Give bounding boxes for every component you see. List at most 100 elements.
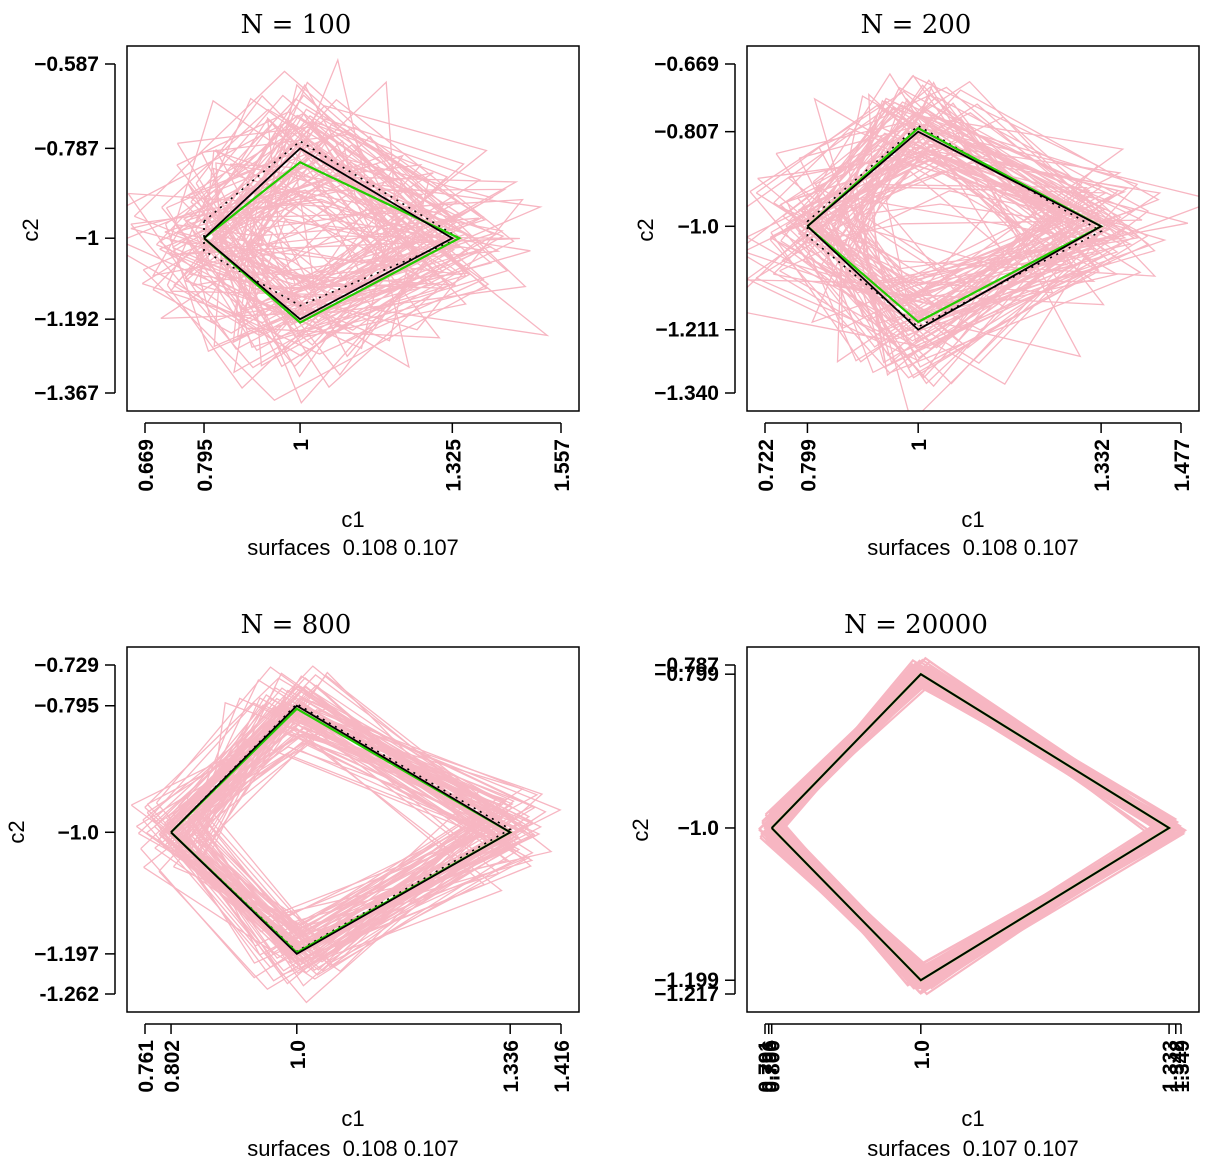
simulated-boundaries — [82, 60, 547, 403]
boundary-marks — [772, 674, 1169, 980]
y-tick-label: −0.787 — [34, 137, 99, 160]
x-tick-label: 1.336 — [500, 1040, 523, 1093]
surfaces-caption: surfaces 0.108 0.107 — [867, 535, 1079, 560]
simulated-boundary — [781, 676, 1170, 973]
x-tick-label: 0.800 — [762, 1040, 785, 1093]
simulated-boundary — [759, 670, 1167, 983]
y-axis: −1.367 −1.192 −1 −0.787 −0.587 — [34, 53, 115, 405]
simulated-boundary — [767, 671, 1166, 968]
x-axis-title: c1 — [341, 1106, 364, 1131]
panel-title: N = 100 — [241, 10, 352, 40]
x-tick-label: 1.557 — [551, 439, 574, 492]
x-tick-label: 1.477 — [1171, 439, 1194, 492]
simulated-boundary — [776, 676, 1170, 978]
simulated-boundary — [767, 676, 1173, 972]
y-axis-title: c2 — [4, 820, 29, 843]
x-tick-label: 1.0 — [911, 1040, 934, 1069]
simulated-boundary — [776, 671, 1155, 973]
x-axis-title: c1 — [341, 507, 364, 532]
x-tick-label: 0.669 — [135, 439, 158, 492]
surfaces-caption: surfaces 0.108 0.107 — [247, 1136, 459, 1161]
simulated-boundary — [775, 687, 1171, 978]
y-tick-label: −1.340 — [654, 382, 719, 405]
panel-n-20000: N = 20000 −1.217−1.199 −1.0 −0.799−0.787 0… — [628, 610, 1199, 1161]
x-tick-label: 1.416 — [551, 1040, 574, 1093]
x-tick-label: 0.722 — [755, 439, 778, 492]
simulated-boundary — [765, 674, 1167, 973]
y-tick-label: −0.807 — [654, 121, 719, 144]
panel-title: N = 800 — [241, 610, 352, 640]
simulated-boundary — [766, 678, 1163, 982]
simulated-boundary — [771, 671, 1167, 978]
y-tick-label: −1.211 — [655, 319, 719, 342]
x-axis-title: c1 — [961, 507, 984, 532]
y-tick-label: −0.729 — [34, 654, 99, 677]
x-axis: 0.722 0.799 1 1.332 1.477 — [755, 423, 1194, 492]
simulated-boundary — [769, 672, 1168, 975]
y-tick-label: −0.787 — [654, 654, 719, 677]
y-axis: −1.340 −1.211 −1.0 −0.807 −0.669 — [654, 53, 735, 405]
simulated-boundaries — [759, 658, 1185, 994]
panel-title: N = 20000 — [844, 610, 988, 640]
y-axis-title: c2 — [628, 818, 653, 841]
y-tick-label: -1.262 — [39, 983, 99, 1006]
x-tick-label: 0.761 — [135, 1040, 158, 1093]
simulated-boundary — [760, 682, 1163, 979]
panel-n-200: N = 200 −1.340 −1.211 −1.0 −0.807 −0.669 0.7… — [633, 10, 1205, 560]
simulated-boundary — [778, 683, 1176, 972]
simulated-boundary — [768, 684, 1171, 972]
simulated-boundary — [769, 676, 1172, 980]
surfaces-caption: surfaces 0.108 0.107 — [247, 535, 459, 560]
x-tick-label: 1 — [290, 439, 313, 451]
x-axis: 0.761 0.802 1.0 1.336 1.416 — [135, 1024, 574, 1093]
y-tick-label: −1.199 — [654, 969, 719, 992]
y-axis: −1.217−1.199−1.0−0.799−0.787 — [654, 654, 735, 1006]
y-tick-label: −0.669 — [654, 53, 719, 76]
simulated-boundary — [773, 681, 1165, 976]
simulated-boundary — [767, 672, 1169, 970]
panel-n-800: N = 800 -1.262 −1.197 −1.0 −0.795 −0.729 0.7… — [4, 610, 579, 1161]
y-tick-label: −0.587 — [34, 53, 99, 76]
y-axis-title: c2 — [633, 218, 658, 241]
y-tick-label: −1.0 — [58, 821, 99, 844]
simulated-boundary — [768, 676, 1159, 977]
y-axis: -1.262 −1.197 −1.0 −0.795 −0.729 — [34, 654, 115, 1006]
y-axis-title: c2 — [18, 218, 43, 241]
y-tick-label: −1.0 — [678, 215, 719, 238]
x-tick-label: 0.802 — [161, 1040, 184, 1093]
y-tick-label: −1 — [75, 227, 99, 250]
x-tick-label: 0.799 — [797, 439, 820, 492]
x-tick-label: 1.0 — [287, 1040, 310, 1069]
y-tick-label: −0.795 — [34, 695, 99, 718]
panel-n-100: N = 100 −1.367−1.192−1−0.787−0.587 0.669… — [18, 10, 579, 560]
x-tick-label: 1.332 — [1091, 439, 1114, 492]
x-tick-label: 0.795 — [194, 439, 217, 492]
simulated-boundaries — [131, 666, 560, 1002]
true-boundary — [772, 674, 1169, 980]
simulated-boundary — [782, 687, 1163, 977]
simulated-boundary — [770, 673, 1171, 978]
simulated-boundary — [764, 686, 1170, 976]
simulated-boundary — [777, 675, 1160, 978]
simulated-boundary — [764, 675, 1177, 975]
x-tick-label: 1.349 — [1171, 1040, 1194, 1093]
x-tick-label: 1 — [908, 439, 931, 451]
y-tick-label: −1.0 — [678, 817, 719, 840]
y-tick-label: −1.197 — [34, 943, 99, 966]
y-tick-label: −1.192 — [34, 308, 99, 331]
surfaces-caption: surfaces 0.107 0.107 — [867, 1136, 1079, 1161]
simulated-boundaries — [717, 74, 1205, 422]
simulated-boundary — [761, 675, 1180, 980]
simulated-boundary — [770, 676, 1185, 972]
simulated-boundary — [772, 675, 1169, 980]
simulated-boundary — [772, 672, 1171, 975]
simulated-boundary — [777, 676, 1166, 980]
x-tick-label: 1.325 — [442, 439, 465, 492]
simulated-boundary — [776, 675, 1173, 970]
simulated-boundary — [770, 676, 1174, 978]
simulated-boundary — [775, 675, 1171, 977]
panel-title: N = 200 — [861, 10, 972, 40]
simulated-boundary — [767, 685, 1174, 976]
